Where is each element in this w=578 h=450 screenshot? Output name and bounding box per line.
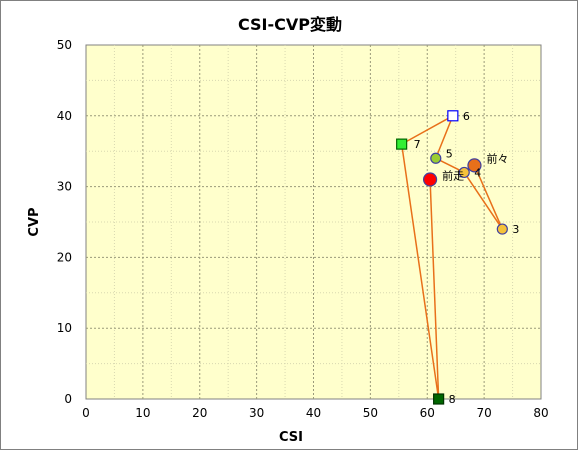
point-marker — [433, 393, 445, 405]
y-tick-label: 20 — [57, 250, 72, 264]
y-tick-label: 30 — [57, 180, 72, 194]
point-label: 4 — [474, 166, 481, 179]
x-tick-label: 50 — [363, 406, 378, 420]
chart-title: CSI-CVP変動 — [238, 15, 342, 34]
point-label: 6 — [463, 110, 470, 123]
x-axis-title: CSI — [279, 430, 303, 445]
x-tick-label: 80 — [533, 406, 548, 420]
point-label: 7 — [414, 138, 421, 151]
point-marker — [422, 172, 438, 187]
gridlines — [86, 45, 541, 399]
x-tick-label: 30 — [249, 406, 264, 420]
x-tick-label: 40 — [306, 406, 321, 420]
x-tick-label: 20 — [192, 406, 207, 420]
x-axis-ticks: 0 10 20 30 40 50 60 70 80 — [82, 406, 548, 420]
x-tick-label: 60 — [420, 406, 435, 420]
trajectory-segment — [400, 144, 440, 400]
point-label: 前々 — [486, 151, 508, 165]
point-label: 3 — [512, 223, 519, 236]
trajectory-segment — [429, 179, 440, 400]
data-points: 前々 3 4 5 6 7 8 前走 — [396, 110, 519, 406]
trajectory-segment — [463, 172, 503, 230]
point-label: 8 — [449, 393, 456, 406]
point-label: 前走 — [442, 169, 464, 183]
y-axis-title: CVP — [27, 207, 42, 236]
trajectory-segment — [401, 115, 454, 145]
y-tick-label: 0 — [64, 392, 72, 406]
point-marker — [458, 166, 470, 179]
y-tick-label: 50 — [57, 38, 72, 52]
x-tick-label: 0 — [82, 406, 90, 420]
x-tick-label: 10 — [135, 406, 150, 420]
trajectory-segment — [473, 165, 504, 230]
point-marker — [467, 158, 482, 173]
point-label: 5 — [446, 147, 453, 160]
point-marker — [447, 110, 459, 122]
y-axis-ticks: 0 10 20 30 40 50 — [57, 38, 72, 406]
point-marker — [430, 152, 442, 164]
point-marker — [496, 223, 508, 235]
y-tick-label: 10 — [57, 321, 72, 335]
y-tick-label: 40 — [57, 109, 72, 123]
x-tick-label: 70 — [476, 406, 491, 420]
point-marker — [396, 138, 408, 150]
trajectory-segment — [435, 115, 454, 159]
